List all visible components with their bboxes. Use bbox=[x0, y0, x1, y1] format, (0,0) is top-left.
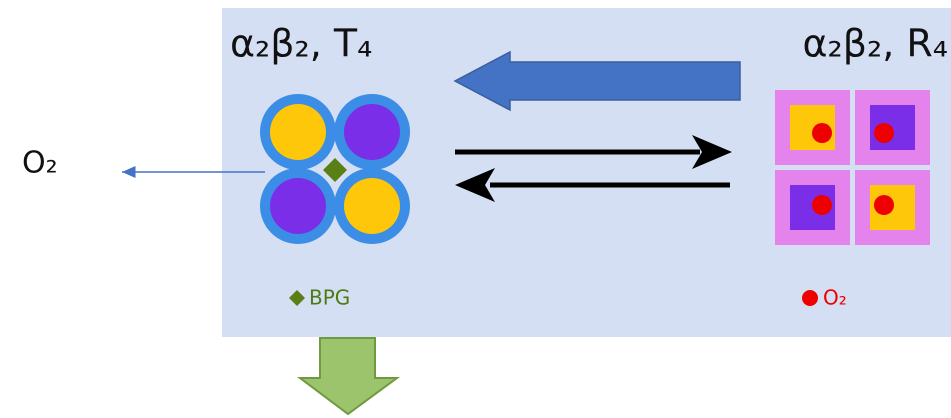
r-state-label: α₂β₂, R₄ bbox=[802, 22, 948, 66]
o2-legend: O₂ bbox=[823, 286, 847, 310]
t-state-label: α₂β₂, T₄ bbox=[230, 22, 372, 66]
released-label: O₂ bbox=[22, 146, 58, 181]
down-arrow bbox=[300, 338, 397, 414]
o2-symbol bbox=[802, 290, 818, 306]
bpg-legend: BPG bbox=[309, 286, 350, 310]
diagram: α₂β₂, T₄ α₂β₂, R₄ O₂ BPG O₂ bbox=[0, 0, 951, 418]
